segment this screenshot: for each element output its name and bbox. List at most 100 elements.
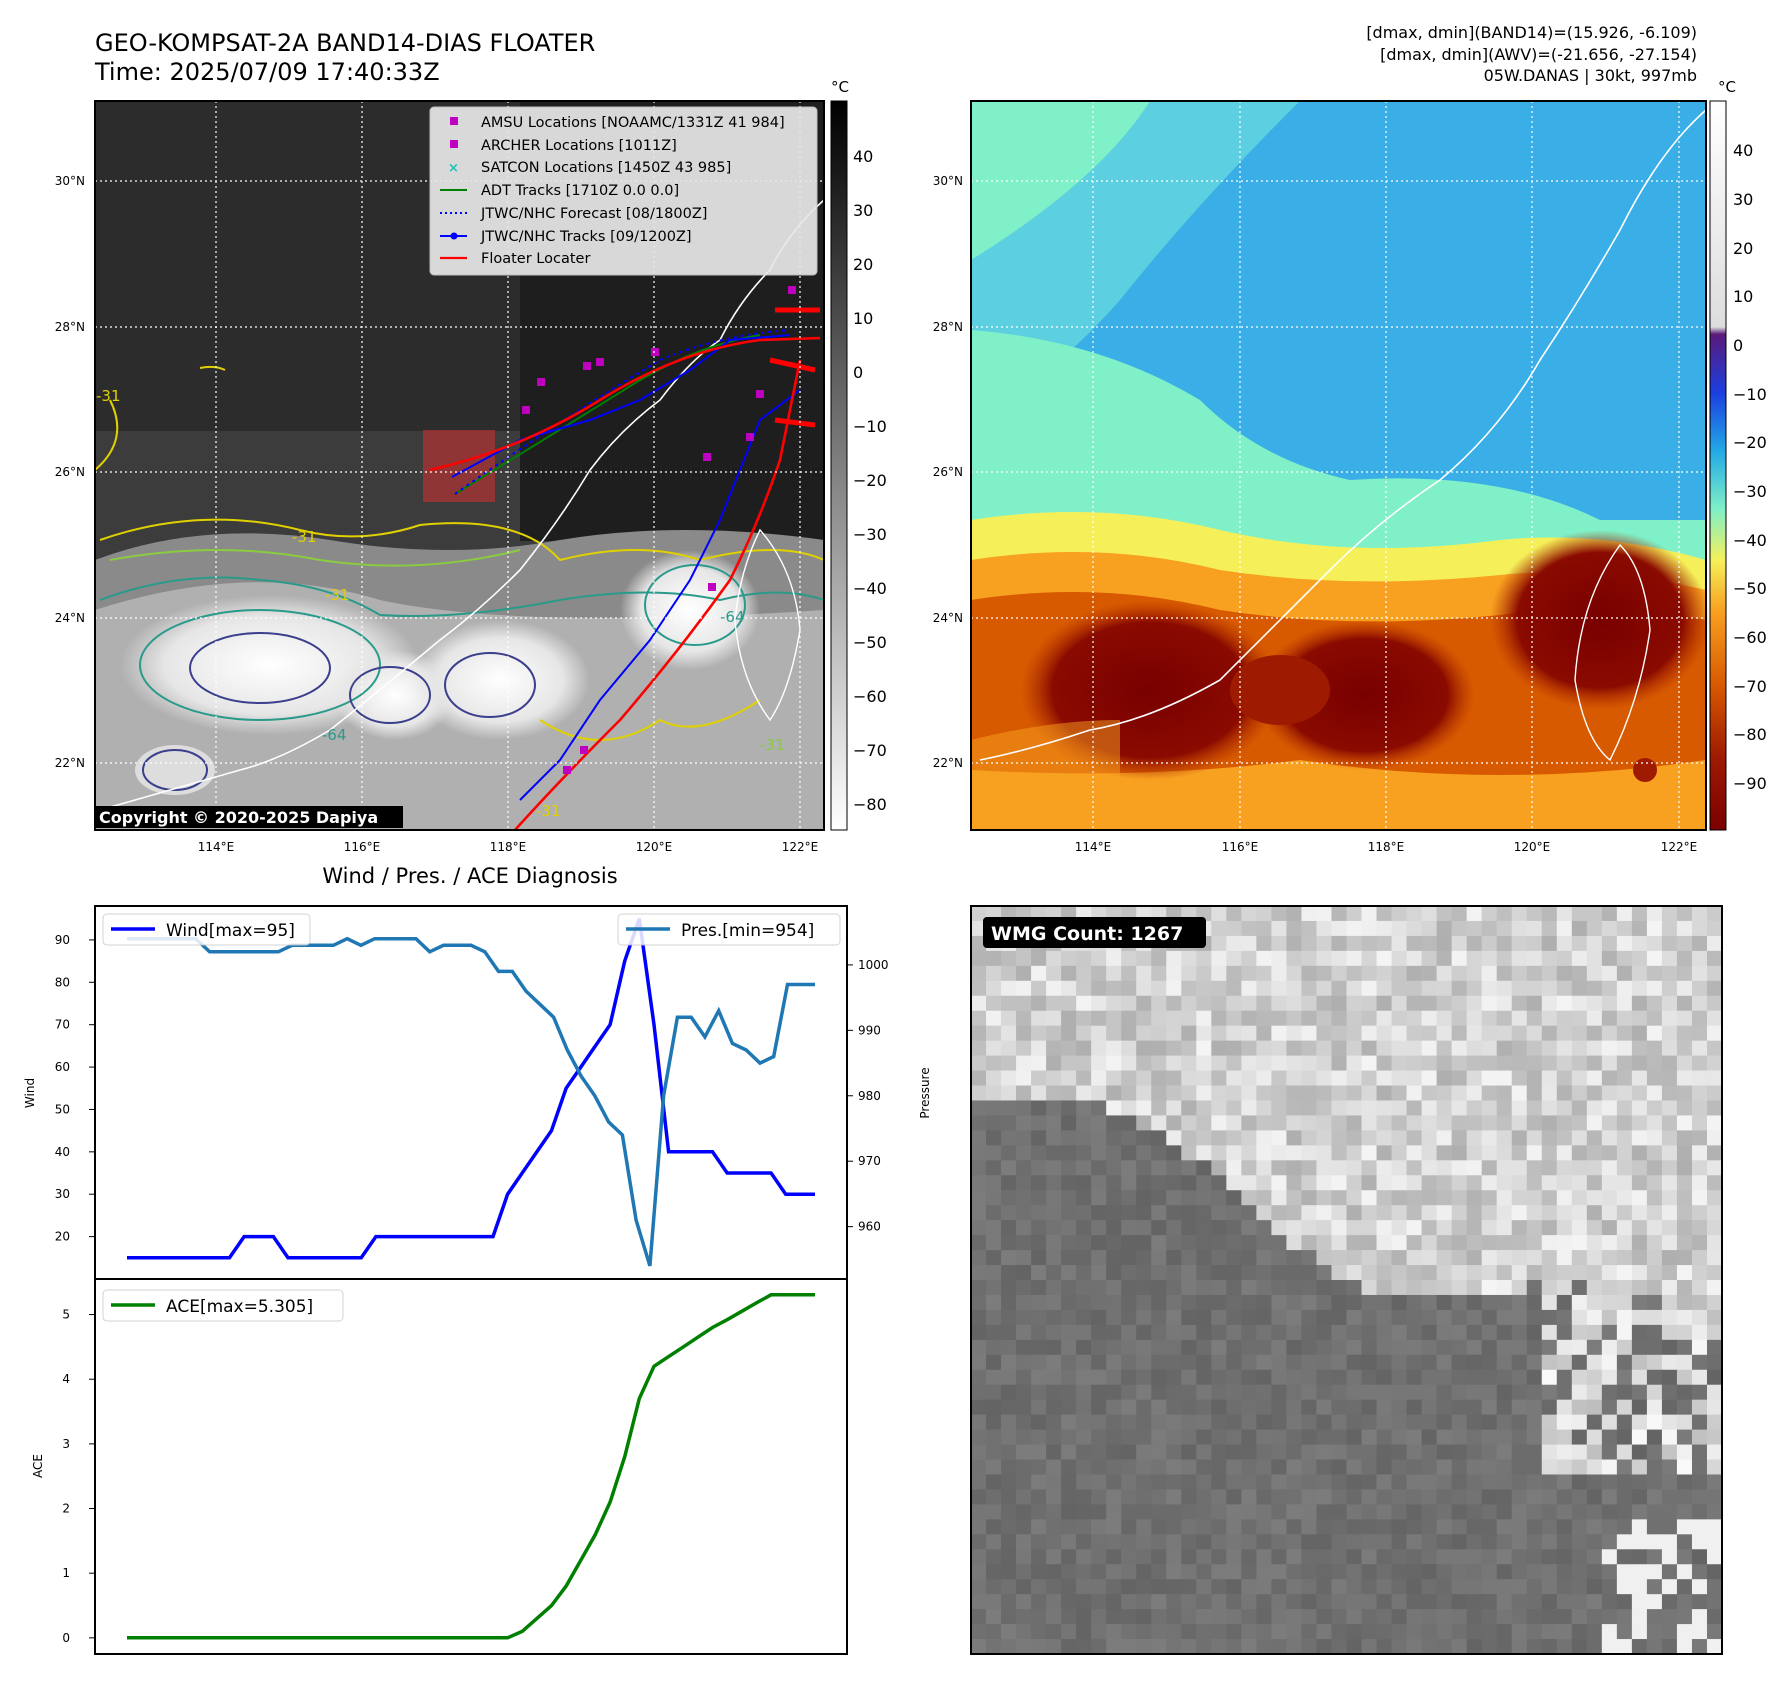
- wmg-cell: [1076, 1309, 1092, 1326]
- wmg-cell: [1226, 1459, 1242, 1476]
- wmg-cell: [1661, 1399, 1678, 1416]
- wmg-cell: [1166, 995, 1182, 1012]
- wmg-cell: [1436, 1220, 1453, 1236]
- wmg-cell: [1526, 1235, 1543, 1251]
- wmg-cell: [1106, 1175, 1122, 1191]
- wmg-cell: [1601, 1160, 1618, 1176]
- wmg-cell: [1091, 1459, 1107, 1476]
- wmg-cell: [1211, 1010, 1227, 1027]
- wmg-cell: [1361, 1384, 1378, 1401]
- wmg-cell: [1346, 1265, 1363, 1281]
- wmg-cell: [1391, 1265, 1408, 1281]
- wmg-cell: [1271, 1085, 1288, 1102]
- wmg-cell: [1361, 1070, 1378, 1087]
- wmg-cell: [1601, 1414, 1618, 1431]
- wmg-cell: [1181, 1025, 1197, 1042]
- wmg-cell: [1151, 1519, 1167, 1535]
- wmg-cell: [1136, 1025, 1152, 1042]
- wmg-cell: [1031, 1220, 1047, 1236]
- ace-tick-label: 2: [62, 1502, 70, 1516]
- wmg-cell: [1601, 1399, 1618, 1416]
- wmg-cell: [1646, 1564, 1663, 1580]
- wmg-cell: [1181, 1115, 1197, 1131]
- wmg-cell: [1481, 1384, 1498, 1401]
- wmg-cell: [1001, 1220, 1017, 1236]
- wmg-cell: [1301, 1220, 1318, 1236]
- wmg-cell: [1196, 1265, 1212, 1281]
- wmg-cell: [1076, 995, 1092, 1012]
- wmg-cell: [1571, 1534, 1588, 1550]
- wmg-cell: [1646, 1624, 1663, 1640]
- wmg-cell: [1106, 1609, 1122, 1625]
- wmg-cell: [1541, 906, 1558, 922]
- wmg-cell: [1706, 1205, 1723, 1221]
- wmg-cell: [1436, 1175, 1453, 1191]
- wmg-cell: [1466, 1489, 1483, 1505]
- wmg-cell: [1376, 950, 1393, 967]
- wmg-cell: [1271, 1010, 1288, 1027]
- wmg-cell: [1481, 1564, 1498, 1580]
- wmg-cell: [1211, 1205, 1227, 1221]
- wmg-cell: [1256, 1324, 1272, 1341]
- wmg-cell: [1391, 1354, 1408, 1371]
- wmg-cell: [1406, 1354, 1423, 1371]
- wmg-cell: [1421, 1624, 1438, 1640]
- wmg-cell: [1451, 950, 1468, 967]
- wmg-cell: [1136, 1534, 1152, 1550]
- wmg-cell: [1406, 906, 1423, 922]
- wmg-cell: [1346, 1549, 1363, 1565]
- wmg-cell: [1706, 1085, 1723, 1102]
- wmg-cell: [1046, 1100, 1062, 1117]
- wmg-cell: [1646, 1100, 1663, 1117]
- wmg-cell: [971, 1085, 987, 1102]
- wmg-cell: [1526, 1639, 1543, 1655]
- wmg-cell: [1136, 1160, 1152, 1176]
- wmg-cell: [971, 1070, 987, 1087]
- wmg-cell: [1016, 1474, 1032, 1491]
- wmg-cell: [1511, 1399, 1528, 1416]
- wmg-cell: [1661, 1504, 1678, 1520]
- wmg-cell: [1646, 1594, 1663, 1610]
- wmg-cell: [1571, 1055, 1588, 1072]
- wmg-cell: [1331, 1369, 1348, 1386]
- wmg-cell: [1151, 1280, 1167, 1296]
- wmg-cell: [1166, 1639, 1182, 1655]
- wmg-cell: [1481, 1639, 1498, 1655]
- wmg-cell: [1226, 1265, 1242, 1281]
- wmg-cell: [1571, 1235, 1588, 1251]
- wmg-cell: [1136, 1549, 1152, 1565]
- wmg-cell: [1541, 1504, 1558, 1520]
- wmg-cell: [1226, 1085, 1242, 1102]
- wmg-cell: [1016, 1324, 1032, 1341]
- contour-label: -64: [322, 726, 347, 744]
- wmg-cell: [1286, 1309, 1303, 1326]
- pressure-legend-label: Pres.[min=954]: [681, 921, 814, 941]
- wmg-cell: [1691, 1399, 1708, 1416]
- wmg-cell: [1046, 980, 1062, 997]
- wmg-cell: [1256, 1145, 1272, 1161]
- wmg-cell: [1211, 1519, 1227, 1535]
- wmg-cell: [1601, 1055, 1618, 1072]
- wmg-cell: [1601, 1594, 1618, 1610]
- wmg-cell: [1061, 1534, 1077, 1550]
- wmg-cell: [1436, 1100, 1453, 1117]
- wmg-cell: [1196, 1609, 1212, 1625]
- wmg-cell: [1226, 1040, 1242, 1057]
- wmg-cell: [1526, 1459, 1543, 1476]
- wmg-cell: [1631, 1324, 1648, 1341]
- wmg-cell: [1691, 1564, 1708, 1580]
- wmg-cell: [1556, 995, 1573, 1012]
- wmg-cell: [1061, 1190, 1077, 1206]
- wmg-count-label: WMG Count: 1267: [991, 923, 1183, 945]
- wmg-cell: [1136, 1145, 1152, 1161]
- wmg-cell: [1601, 1324, 1618, 1341]
- wmg-cell: [1436, 1130, 1453, 1146]
- ir-track-markers: [522, 286, 796, 774]
- wmg-cell: [1646, 1130, 1663, 1146]
- wmg-cell: [1331, 935, 1348, 952]
- legend-satcon-marker: ×: [448, 161, 459, 176]
- wmg-cell: [1556, 1040, 1573, 1057]
- wmg-cell: [1616, 1564, 1633, 1580]
- wmg-cell: [1631, 1369, 1648, 1386]
